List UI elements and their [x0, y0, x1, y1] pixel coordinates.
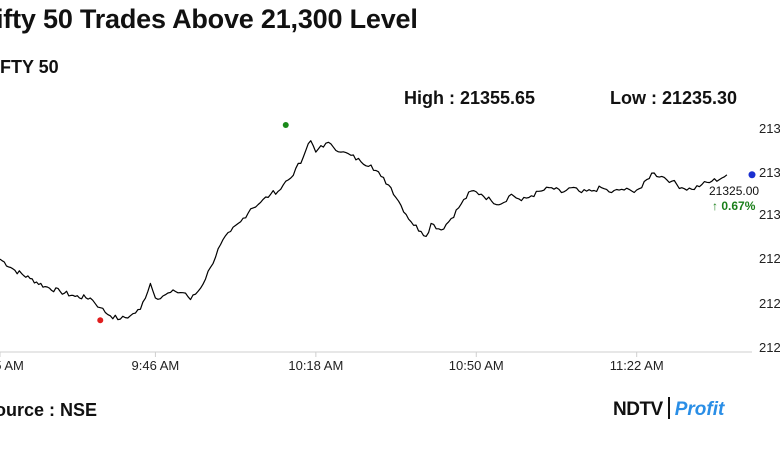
nifty-price-line [0, 140, 728, 321]
high-label: High : 21355.65 [404, 88, 536, 108]
y-tick-label: 212 [759, 251, 780, 266]
high-point-marker [282, 122, 289, 129]
last-price-label: 21325.00 [709, 184, 759, 198]
low-label: Low : 21235.30 [610, 88, 738, 108]
brand-divider [667, 397, 670, 419]
y-tick-label: 212 [759, 340, 780, 355]
y-tick-label: 213 [759, 121, 780, 136]
index-name: IFTY 50 [0, 57, 59, 77]
x-tick-label: 11:22 AM [610, 358, 664, 373]
y-tick-label: 213 [759, 165, 780, 180]
y-tick-label: 212 [759, 296, 780, 311]
chart-title: ifty 50 Trades Above 21,300 Level [0, 4, 418, 34]
x-tick-label: 9:46 AM [132, 358, 180, 373]
x-tick-label: 10:18 AM [288, 358, 343, 373]
brand-logo: NDTV Profit [613, 397, 724, 421]
brand-profit: Profit [674, 399, 725, 420]
last-price-marker [748, 171, 756, 179]
y-tick-label: 213 [759, 207, 780, 222]
change-percent-label: ↑ 0.67% [712, 199, 756, 213]
x-tick-label: 9:15 AM [0, 358, 24, 373]
brand-ndtv: NDTV [613, 399, 663, 420]
x-tick-label: 10:50 AM [449, 358, 504, 373]
low-point-marker [97, 317, 104, 324]
source-label: ource : NSE [0, 400, 98, 420]
